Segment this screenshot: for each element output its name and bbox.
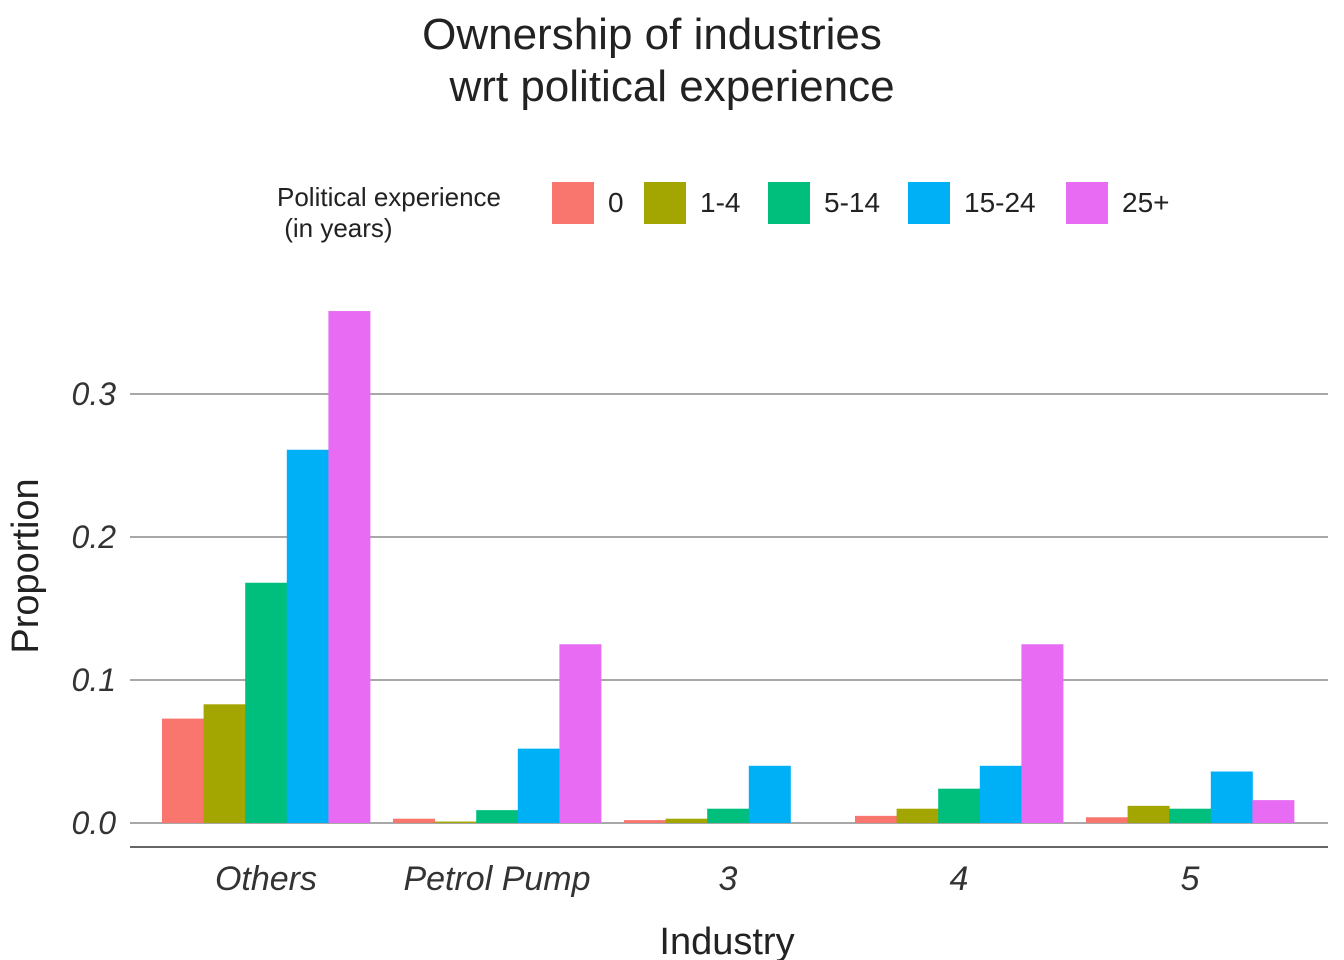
- bar-25+-5: [1252, 800, 1295, 823]
- bar-0-others: [162, 718, 204, 823]
- bar-1-4-petrol-pump: [434, 821, 477, 823]
- bar-5-14-5: [1169, 808, 1212, 823]
- bar-1-4-3: [665, 818, 708, 823]
- legend-key: [644, 182, 686, 224]
- legend-label: 25+: [1122, 187, 1170, 218]
- bar-5-14-others: [245, 582, 288, 823]
- legend-title: Political experience (in years): [277, 182, 502, 243]
- legend-item: 5-14: [768, 182, 880, 224]
- x-axis-label: Industry: [659, 921, 794, 960]
- x-tick-label: 5: [1181, 860, 1200, 898]
- bar-0-4: [855, 815, 897, 823]
- y-tick-label: 0.1: [72, 662, 116, 698]
- bar-0-3: [624, 820, 666, 823]
- legend-label: 0: [608, 187, 624, 218]
- legend-key: [908, 182, 950, 224]
- legend-label: 1-4: [700, 187, 741, 218]
- y-tick-labels: 0.0 0.1 0.2 0.3: [72, 376, 117, 841]
- y-axis-label: Proportion: [5, 478, 47, 653]
- x-tick-label: Others: [215, 860, 317, 898]
- y-tick-label: 0.2: [72, 519, 117, 555]
- legend-item: 15-24: [908, 182, 1036, 224]
- bar-25+-petrol-pump: [559, 644, 602, 823]
- chart-title: Ownership of industries: [422, 10, 882, 59]
- legend-key: [552, 182, 594, 224]
- bar-0-5: [1086, 817, 1128, 823]
- x-tick-label: Petrol Pump: [403, 860, 590, 898]
- x-tick-labels: Others Petrol Pump 3 4 5: [215, 860, 1200, 898]
- bar-15-24-others: [286, 449, 329, 823]
- legend-label: 5-14: [824, 187, 881, 218]
- legend-key: [1066, 182, 1108, 224]
- bar-1-4-4: [896, 808, 939, 823]
- bar-15-24-3: [748, 765, 791, 823]
- legend-item: 0: [552, 182, 624, 224]
- bar-5-14-4: [938, 788, 981, 823]
- legend-item: 25+: [1066, 182, 1170, 224]
- bar-15-24-4: [979, 765, 1022, 823]
- bar-25+-4: [1021, 644, 1064, 823]
- bars: [162, 311, 1295, 823]
- bar-1-4-5: [1127, 805, 1170, 823]
- x-tick-label: 4: [950, 860, 969, 898]
- chart-subtitle: wrt political experience: [449, 62, 895, 111]
- legend-key: [768, 182, 810, 224]
- legend-label: 15-24: [964, 187, 1036, 218]
- bar-15-24-petrol-pump: [517, 748, 560, 823]
- bar-25+-others: [328, 311, 371, 823]
- legend-item: 1-4: [644, 182, 740, 224]
- bar-5-14-3: [707, 808, 750, 823]
- y-tick-label: 0.3: [72, 376, 117, 412]
- x-tick-label: 3: [719, 860, 738, 898]
- bar-5-14-petrol-pump: [476, 810, 519, 823]
- bar-0-petrol-pump: [393, 818, 435, 823]
- bar-1-4-others: [203, 704, 246, 823]
- y-tick-label: 0.0: [72, 805, 117, 841]
- bar-15-24-5: [1210, 771, 1253, 823]
